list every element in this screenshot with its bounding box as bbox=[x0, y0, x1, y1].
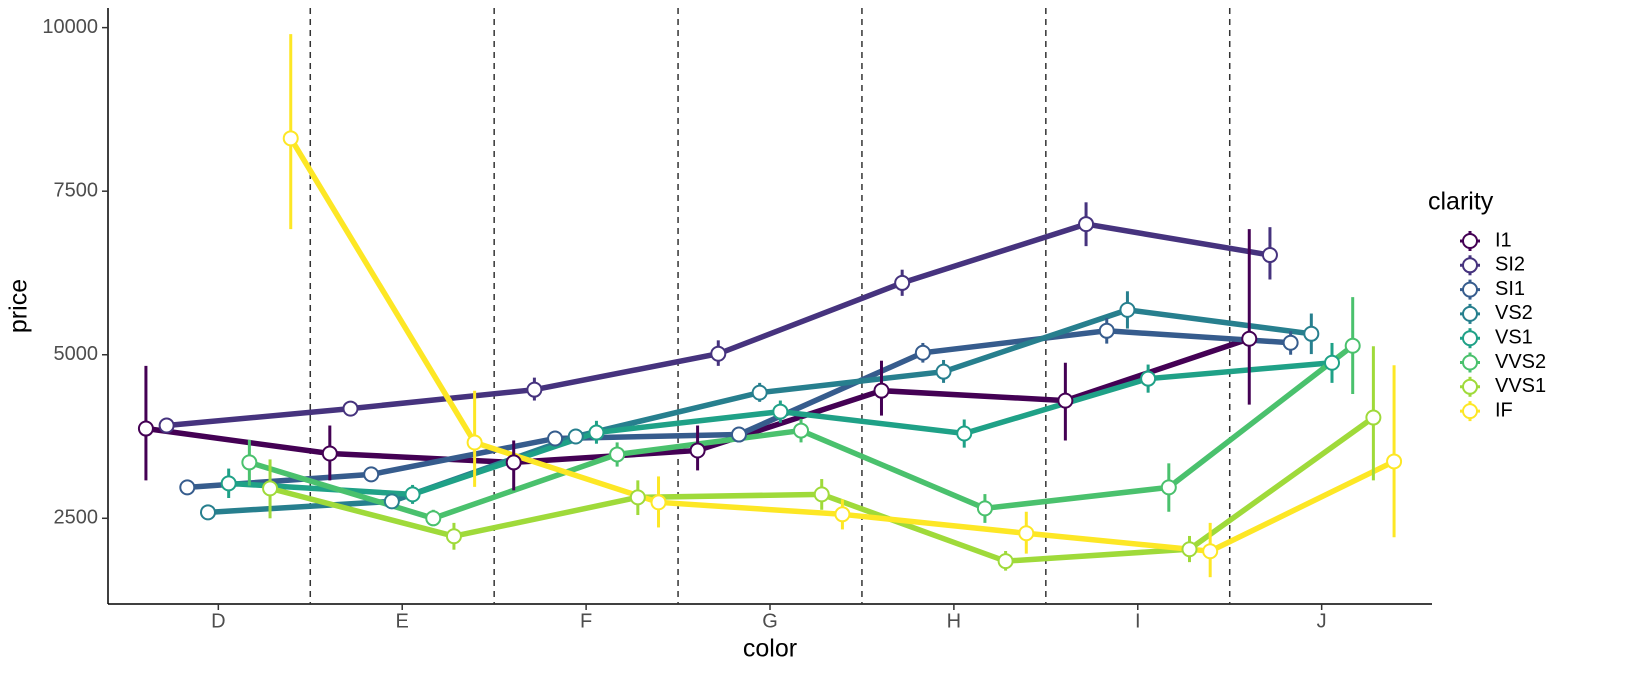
point bbox=[282, 130, 299, 147]
point bbox=[321, 445, 338, 462]
point bbox=[1303, 325, 1320, 342]
point bbox=[567, 428, 584, 445]
x-tick-label: I bbox=[1135, 610, 1141, 632]
point bbox=[873, 382, 890, 399]
legend-label: SI2 bbox=[1495, 254, 1525, 276]
point bbox=[894, 274, 911, 291]
point bbox=[1344, 337, 1361, 354]
point bbox=[772, 403, 789, 420]
point bbox=[363, 466, 380, 483]
y-tick-label: 5000 bbox=[54, 343, 99, 365]
point bbox=[158, 417, 175, 434]
point bbox=[1324, 354, 1341, 371]
y-tick-label: 10000 bbox=[42, 16, 98, 38]
point bbox=[609, 446, 626, 463]
point bbox=[179, 479, 196, 496]
point bbox=[710, 345, 727, 362]
point bbox=[1386, 453, 1403, 470]
y-axis-title: price bbox=[5, 279, 33, 333]
point bbox=[650, 494, 667, 511]
point bbox=[445, 528, 462, 545]
point bbox=[1098, 322, 1115, 339]
point bbox=[1018, 525, 1035, 542]
legend-key-point bbox=[1462, 378, 1478, 395]
legend-key-point bbox=[1462, 233, 1478, 249]
x-tick-label: D bbox=[211, 610, 225, 632]
point bbox=[1140, 370, 1157, 387]
point bbox=[199, 504, 216, 521]
legend-key-point bbox=[1462, 305, 1478, 322]
point bbox=[730, 426, 747, 443]
legend-label: VS2 bbox=[1495, 302, 1533, 324]
x-tick-label: F bbox=[580, 610, 592, 632]
legend-label: IF bbox=[1495, 399, 1513, 421]
point bbox=[342, 400, 359, 417]
legend-key-point bbox=[1462, 281, 1478, 298]
point bbox=[629, 489, 646, 506]
legend-label: VVS2 bbox=[1495, 351, 1546, 373]
point bbox=[505, 454, 522, 471]
point bbox=[404, 486, 421, 503]
x-tick-label: E bbox=[396, 610, 409, 632]
legend-label: VS1 bbox=[1495, 326, 1533, 348]
point bbox=[1160, 479, 1177, 496]
series-line bbox=[228, 359, 1333, 498]
point bbox=[588, 424, 605, 441]
x-tick-label: H bbox=[947, 610, 961, 632]
point bbox=[689, 442, 706, 459]
point bbox=[1202, 543, 1219, 560]
legend-key-point bbox=[1462, 403, 1478, 420]
point bbox=[241, 454, 258, 471]
point bbox=[834, 506, 851, 523]
point bbox=[425, 510, 442, 527]
point bbox=[1282, 334, 1299, 351]
point bbox=[1261, 247, 1278, 264]
point bbox=[262, 480, 279, 497]
legend-key-point bbox=[1462, 257, 1478, 274]
legend-key-point bbox=[1462, 330, 1478, 347]
point bbox=[935, 363, 952, 380]
x-tick-label: G bbox=[762, 610, 778, 632]
legend-label: VVS1 bbox=[1495, 375, 1546, 397]
y-tick-label: 7500 bbox=[54, 179, 99, 201]
point bbox=[547, 430, 564, 447]
point bbox=[976, 500, 993, 517]
legend-title: clarity bbox=[1428, 188, 1494, 216]
x-tick-label: J bbox=[1317, 610, 1327, 632]
point bbox=[526, 381, 543, 398]
point bbox=[1119, 301, 1136, 318]
point bbox=[1365, 409, 1382, 426]
x-axis-title: color bbox=[743, 635, 797, 663]
y-tick-label: 2500 bbox=[54, 507, 99, 529]
legend-label: I1 bbox=[1495, 229, 1512, 251]
point bbox=[997, 553, 1014, 570]
point bbox=[383, 493, 400, 510]
point bbox=[793, 422, 810, 439]
point bbox=[956, 425, 973, 442]
point bbox=[813, 486, 830, 503]
legend-key-point bbox=[1462, 354, 1478, 371]
point bbox=[1057, 392, 1074, 409]
point bbox=[1241, 330, 1258, 347]
point bbox=[751, 384, 768, 401]
point bbox=[220, 475, 237, 492]
point bbox=[466, 434, 483, 451]
point bbox=[914, 344, 931, 361]
point bbox=[137, 420, 154, 437]
point bbox=[1078, 216, 1095, 233]
legend-label: SI1 bbox=[1495, 278, 1525, 300]
point bbox=[1181, 541, 1198, 558]
